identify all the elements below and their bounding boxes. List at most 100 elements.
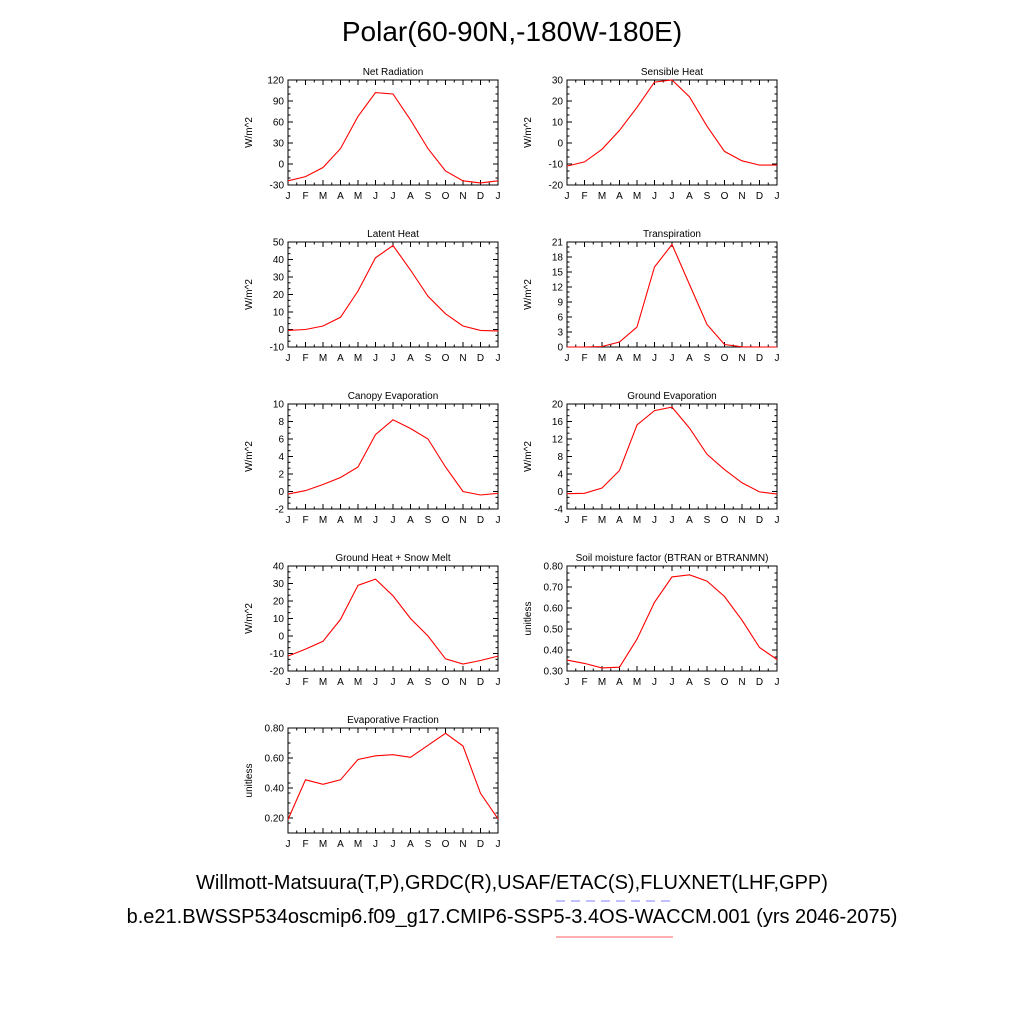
x-tick-label: O [721,677,729,688]
x-tick-label: A [337,515,344,526]
x-tick-label: A [407,353,414,364]
x-tick-label: J [670,515,675,526]
y-tick-label: 0 [557,487,563,498]
y-tick-label: 20 [552,400,564,411]
x-tick-label: J [391,677,396,688]
x-tick-label: M [633,677,641,688]
x-tick-label: M [354,839,362,850]
y-tick-label: 0.50 [544,625,564,636]
y-axis-label: W/m^2 [523,441,534,472]
panel-title: Canopy Evaporation [348,391,439,402]
y-tick-label: 90 [273,97,285,108]
x-tick-label: A [337,191,344,202]
x-tick-label: A [407,839,414,850]
x-tick-label: F [581,191,587,202]
y-tick-label: -10 [549,160,564,171]
x-tick-label: J [286,839,291,850]
y-tick-label: 21 [552,238,564,249]
y-tick-label: 40 [273,255,285,266]
y-axis-label: unitless [244,764,255,798]
series-line [287,732,499,820]
legend-case-text: b.e21.BWSSP534oscmip6.f09_g17.CMIP6-SSP5… [126,906,898,928]
x-tick-label: A [616,515,623,526]
x-tick-label: A [686,191,693,202]
x-tick-label: J [391,353,396,364]
y-axis-label: unitless [523,602,534,636]
panel-title: Ground Heat + Snow Melt [335,553,451,564]
x-tick-label: M [354,191,362,202]
x-tick-label: J [286,191,291,202]
x-tick-label: N [738,515,745,526]
panel-title: Soil moisture factor (BTRAN or BTRANMN) [576,553,769,564]
x-tick-label: J [775,353,780,364]
y-tick-label: -10 [270,649,285,660]
y-tick-label: 15 [552,268,564,279]
panel-title: Ground Evaporation [627,391,717,402]
x-tick-label: M [598,353,606,364]
x-tick-label: S [704,677,711,688]
x-tick-label: J [373,353,378,364]
panel-title: Latent Heat [367,229,419,240]
x-tick-label: M [319,515,327,526]
x-tick-label: O [442,839,450,850]
x-tick-label: M [598,677,606,688]
x-tick-label: A [407,515,414,526]
x-tick-label: N [459,677,466,688]
legend-obs-text: Willmott-Matsuura(T,P),GRDC(R),USAF/ETAC… [196,872,828,894]
x-tick-label: S [704,353,711,364]
y-tick-label: 30 [273,139,285,150]
x-tick-label: N [459,839,466,850]
x-tick-label: J [373,677,378,688]
x-tick-label: M [633,515,641,526]
y-tick-label: 30 [552,76,564,87]
y-tick-label: 0.70 [544,583,564,594]
x-tick-label: J [775,515,780,526]
x-tick-label: M [633,353,641,364]
chart-panel: J F M A M J J A S O N D J036912151821TranspirationW/… [523,229,780,364]
plot-frame [566,79,778,186]
x-tick-label: N [738,353,745,364]
y-tick-label: 10 [273,308,285,319]
x-tick-label: D [756,515,763,526]
y-tick-label: 10 [552,118,564,129]
y-tick-label: -20 [270,667,285,678]
y-tick-label: 2 [278,470,284,481]
x-tick-label: S [425,839,432,850]
x-tick-label: A [337,353,344,364]
series-line [566,574,778,669]
x-tick-label: M [598,515,606,526]
x-tick-label: J [652,353,657,364]
x-tick-label: J [496,677,501,688]
y-tick-label: 10 [273,400,285,411]
y-tick-label: 16 [552,417,564,428]
x-tick-label: N [459,515,466,526]
x-tick-label: J [670,353,675,364]
y-tick-label: -30 [270,181,285,192]
x-tick-label: J [391,191,396,202]
series-line [567,243,777,348]
y-axis-label: W/m^2 [523,117,534,148]
x-tick-label: D [477,515,484,526]
series-line [287,244,499,332]
y-tick-label: 0.40 [544,646,564,657]
plot-frame [566,565,778,672]
y-tick-label: -4 [554,505,563,516]
x-tick-label: J [496,839,501,850]
x-tick-label: S [425,353,432,364]
panel-title: Evaporative Fraction [347,715,439,726]
y-tick-label: 0.40 [265,784,285,795]
x-tick-label: F [302,515,308,526]
x-tick-label: D [477,191,484,202]
y-tick-label: -10 [270,343,285,354]
x-tick-label: D [477,839,484,850]
plot-frame [566,241,778,348]
y-tick-label: 0.20 [265,814,285,825]
y-tick-label: 0 [278,160,284,171]
x-tick-label: A [337,839,344,850]
series-line [566,406,778,495]
x-tick-label: N [459,353,466,364]
x-tick-label: D [477,677,484,688]
